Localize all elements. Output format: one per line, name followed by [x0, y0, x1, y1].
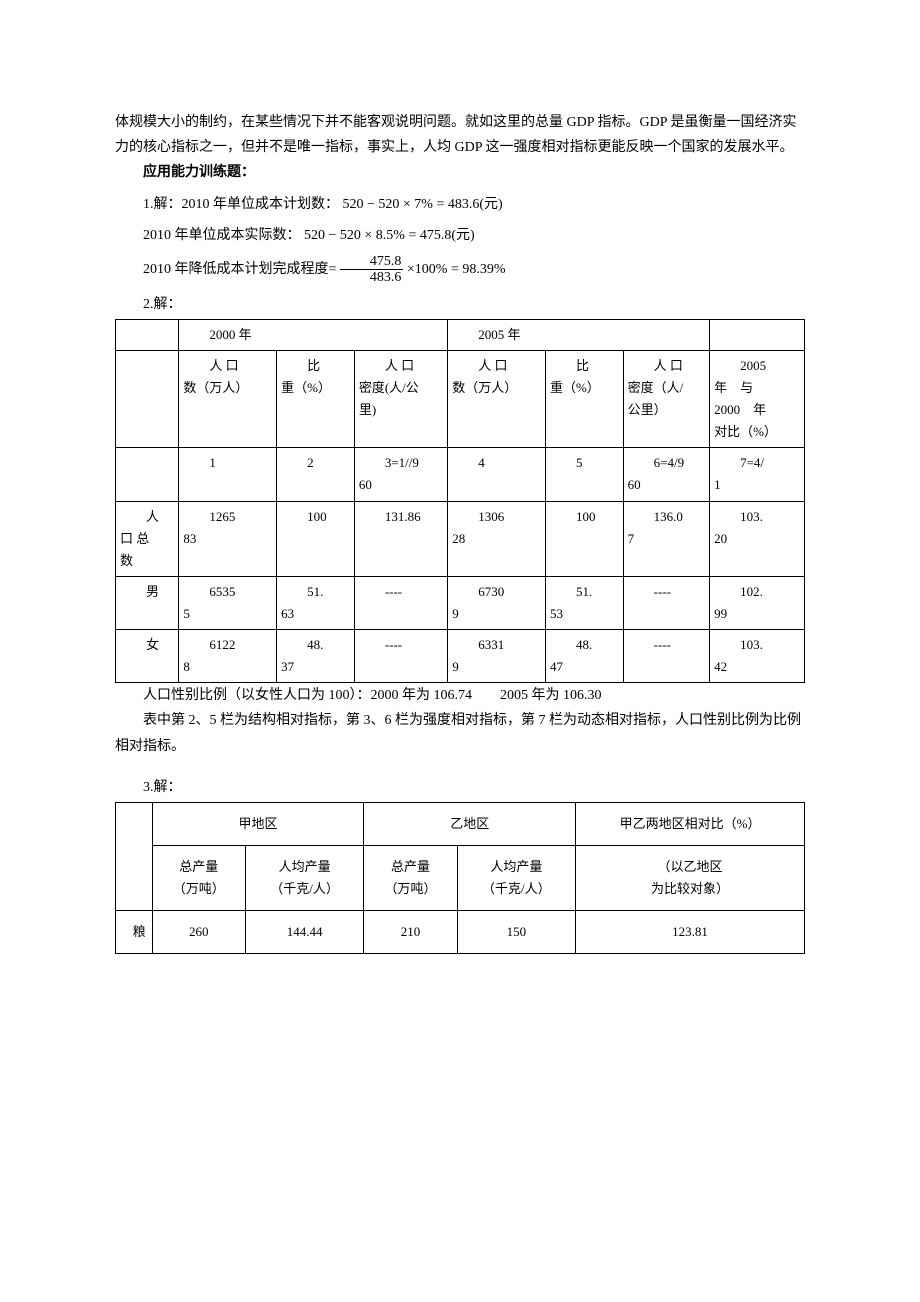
compare-header: 甲乙两地区相对比（%） [576, 802, 805, 845]
col-total-b: 总产量（万吨） [364, 846, 457, 911]
cell: 150 [457, 911, 576, 954]
table-row: 女 61228 48.37 ---- 63319 48.47 ---- 103.… [116, 630, 805, 683]
col-num-7: 7=4/1 [710, 448, 805, 501]
exercise-heading: 应用能力训练题： [115, 160, 805, 185]
cell: 63319 [448, 630, 546, 683]
col-total-a: 总产量（万吨） [152, 846, 245, 911]
q3-label: 3.解： [115, 775, 805, 800]
q1-l1-formula: 520 − 520 × 7% = 483.6(元) [343, 197, 503, 212]
cell: 102.99 [710, 576, 805, 629]
q2-label: 2.解： [115, 292, 805, 317]
cell: 260 [152, 911, 245, 954]
cell: 48.37 [277, 630, 355, 683]
q1-frac-num: 475.8 [340, 254, 404, 270]
col-compare: 2005年 与2000 年对比（%） [710, 351, 805, 448]
col-compare-note: （以乙地区为比较对象） [576, 846, 805, 911]
col-density1: 人 口密度(人/公里) [354, 351, 447, 448]
blank-cell [710, 319, 805, 350]
table-row: 人口 总数 126583 100 131.86 130628 100 136.0… [116, 501, 805, 576]
q1-l2-formula: 520 − 520 × 8.5% = 475.8(元) [304, 228, 475, 243]
cell: 51.53 [545, 576, 623, 629]
q1-frac-den: 483.6 [340, 270, 404, 285]
table-row: 甲地区 乙地区 甲乙两地区相对比（%） [116, 802, 805, 845]
cell: 210 [364, 911, 457, 954]
q1-l2-text: 2010 年单位成本实际数： [143, 228, 301, 243]
cell: 130628 [448, 501, 546, 576]
population-table: 2000 年 2005 年 人 口数（万人） 比重（%） 人 口密度(人/公里)… [115, 319, 805, 683]
table-row: 2000 年 2005 年 [116, 319, 805, 350]
cell: 123.81 [576, 911, 805, 954]
region-table: 甲地区 乙地区 甲乙两地区相对比（%） 总产量（万吨） 人均产量（千克/人） 总… [115, 802, 805, 954]
table-row: 男 65355 51.63 ---- 67309 51.53 ---- 102.… [116, 576, 805, 629]
col-pop: 人 口数（万人） [179, 351, 277, 448]
q1-l3-tail: ×100% = 98.39% [407, 262, 506, 277]
blank-cell [116, 351, 179, 448]
col-num-1: 1 [179, 448, 277, 501]
year-2000-header: 2000 年 [179, 319, 448, 350]
cell: 144.44 [245, 911, 364, 954]
q1-line1: 1.解：2010 年单位成本计划数： 520 − 520 × 7% = 483.… [115, 192, 805, 217]
col-density2: 人 口密度（人/公里） [623, 351, 709, 448]
year-2005-header: 2005 年 [448, 319, 710, 350]
q1-line2: 2010 年单位成本实际数： 520 − 520 × 8.5% = 475.8(… [115, 223, 805, 248]
cell: ---- [623, 576, 709, 629]
col-num-4: 4 [448, 448, 546, 501]
cell: 61228 [179, 630, 277, 683]
blank-cell [116, 448, 179, 501]
cell: 131.86 [354, 501, 447, 576]
cell: 103.20 [710, 501, 805, 576]
row-grain-label: 粮 [116, 911, 153, 954]
table-row: 粮 260 144.44 210 150 123.81 [116, 911, 805, 954]
cell: 100 [277, 501, 355, 576]
col-pop2: 人 口数（万人） [448, 351, 546, 448]
cell: 65355 [179, 576, 277, 629]
cell: 48.47 [545, 630, 623, 683]
blank-cell [116, 319, 179, 350]
cell: 67309 [448, 576, 546, 629]
row-male-label: 男 [116, 576, 179, 629]
sex-ratio-note: 人口性别比例（以女性人口为 100）：2000 年为 106.74 2005 年… [115, 683, 805, 708]
cell: 136.07 [623, 501, 709, 576]
blank-cell [116, 802, 153, 910]
q1-fraction: 475.8 483.6 [340, 254, 404, 286]
cell: 100 [545, 501, 623, 576]
row-female-label: 女 [116, 630, 179, 683]
row-total-label: 人口 总数 [116, 501, 179, 576]
col-avg-b: 人均产量（千克/人） [457, 846, 576, 911]
col-num-2: 2 [277, 448, 355, 501]
intro-paragraph: 体规模大小的制约，在某些情况下并不能客观说明问题。就如这里的总量 GDP 指标。… [115, 110, 805, 160]
region-a-header: 甲地区 [152, 802, 364, 845]
table-row: 总产量（万吨） 人均产量（千克/人） 总产量（万吨） 人均产量（千克/人） （以… [116, 846, 805, 911]
cell: ---- [354, 576, 447, 629]
q1-line3: 2010 年降低成本计划完成程度= 475.8 483.6 ×100% = 98… [115, 254, 805, 286]
q1-l3-text: 2010 年降低成本计划完成程度= [143, 262, 336, 277]
col-num-3: 3=1//960 [354, 448, 447, 501]
col-num-6: 6=4/960 [623, 448, 709, 501]
indicator-note: 表中第 2、5 栏为结构相对指标，第 3、6 栏为强度相对指标，第 7 栏为动态… [115, 708, 805, 758]
table-row: 人 口数（万人） 比重（%） 人 口密度(人/公里) 人 口数（万人） 比重（%… [116, 351, 805, 448]
col-num-5: 5 [545, 448, 623, 501]
table-row: 1 2 3=1//960 4 5 6=4/960 7=4/1 [116, 448, 805, 501]
col-prop2: 比重（%） [545, 351, 623, 448]
region-b-header: 乙地区 [364, 802, 576, 845]
cell: 126583 [179, 501, 277, 576]
cell: 103.42 [710, 630, 805, 683]
cell: 51.63 [277, 576, 355, 629]
q1-l1-text: 1.解：2010 年单位成本计划数： [143, 197, 339, 212]
cell: ---- [354, 630, 447, 683]
col-prop: 比重（%） [277, 351, 355, 448]
cell: ---- [623, 630, 709, 683]
col-avg-a: 人均产量（千克/人） [245, 846, 364, 911]
